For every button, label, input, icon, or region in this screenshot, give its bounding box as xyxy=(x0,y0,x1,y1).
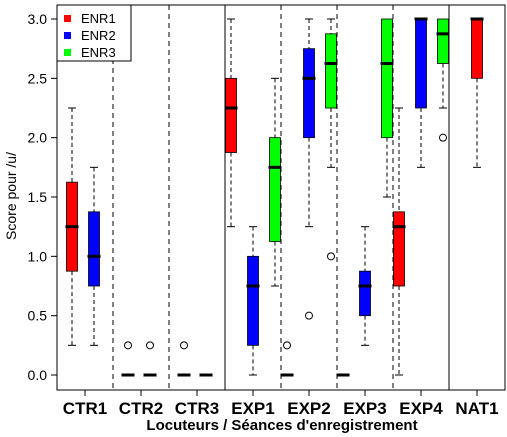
box-iqr xyxy=(247,255,259,346)
x-tick-label: CTR1 xyxy=(63,399,107,418)
x-tick-label: EXP1 xyxy=(231,399,274,418)
box-nat1-enr1 xyxy=(470,17,484,168)
y-tick-label: 0.5 xyxy=(28,308,48,324)
legend-label: ENR2 xyxy=(81,28,116,43)
box-exp3-enr3 xyxy=(380,18,394,198)
box-iqr xyxy=(437,18,449,64)
x-tick-label: EXP4 xyxy=(399,399,443,418)
box-exp1-enr1 xyxy=(224,18,238,228)
box-exp2-enr1 xyxy=(280,341,294,377)
outlier-point xyxy=(283,341,291,350)
box-iqr xyxy=(325,33,337,109)
y-axis: 0.0 0.5 1.0 1.5 2.0 2.5 3.0 xyxy=(28,11,57,383)
box-iqr xyxy=(303,48,315,139)
box-iqr xyxy=(471,18,483,79)
x-tick-label: NAT1 xyxy=(455,399,498,418)
box-iqr xyxy=(269,137,281,242)
y-axis-title: Score pour /u/ xyxy=(3,152,19,240)
x-axis: CTR1 CTR2 CTR3 EXP1 EXP2 EXP3 EXP4 NAT1 xyxy=(63,390,499,418)
legend-swatch xyxy=(64,32,71,39)
box-iqr xyxy=(88,211,100,287)
x-tick-label: CTR2 xyxy=(119,399,163,418)
box-exp2-enr2 xyxy=(302,18,316,320)
box-exp4-enr2 xyxy=(414,17,428,168)
box-ctr1-enr1 xyxy=(65,107,79,346)
outlier-point xyxy=(146,341,154,350)
x-tick-label: CTR3 xyxy=(175,399,219,418)
outlier-point xyxy=(124,341,132,350)
box-exp4-enr3 xyxy=(436,18,450,142)
legend-label: ENR3 xyxy=(81,45,116,60)
boxes xyxy=(65,17,484,377)
box-ctr3-enr1 xyxy=(177,341,191,377)
x-tick-label: EXP2 xyxy=(287,399,330,418)
box-exp3-enr2 xyxy=(358,226,372,346)
outlier-point xyxy=(305,311,313,320)
box-ctr1-enr2 xyxy=(87,166,101,346)
outlier-point xyxy=(439,133,447,142)
outlier-point xyxy=(180,341,188,350)
y-tick-label: 0.0 xyxy=(28,367,48,383)
category-separators xyxy=(112,5,450,390)
legend-swatch xyxy=(64,49,71,56)
box-exp2-enr3 xyxy=(324,18,338,261)
box-exp1-enr3 xyxy=(268,77,282,287)
legend: ENR1 ENR2 ENR3 xyxy=(56,4,132,62)
outlier-point xyxy=(327,252,335,261)
legend-label: ENR1 xyxy=(81,11,116,26)
y-tick-label: 2.0 xyxy=(28,130,48,146)
box-ctr2-enr1 xyxy=(121,341,135,377)
y-tick-label: 2.5 xyxy=(28,70,48,86)
x-axis-title: Locuteurs / Séances d'enregistrement xyxy=(146,417,417,434)
box-ctr2-enr2 xyxy=(143,341,157,377)
legend-swatch xyxy=(64,15,71,22)
box-iqr xyxy=(393,211,405,287)
y-tick-label: 1.0 xyxy=(28,248,48,264)
box-iqr xyxy=(359,270,371,317)
y-tick-label: 3.0 xyxy=(28,11,48,27)
box-iqr xyxy=(225,77,237,153)
y-tick-label: 1.5 xyxy=(28,189,48,205)
box-iqr xyxy=(381,18,393,139)
box-exp4-enr1 xyxy=(392,107,406,376)
box-iqr xyxy=(415,18,427,109)
x-tick-label: EXP3 xyxy=(343,399,386,418)
box-exp1-enr2 xyxy=(246,226,260,376)
